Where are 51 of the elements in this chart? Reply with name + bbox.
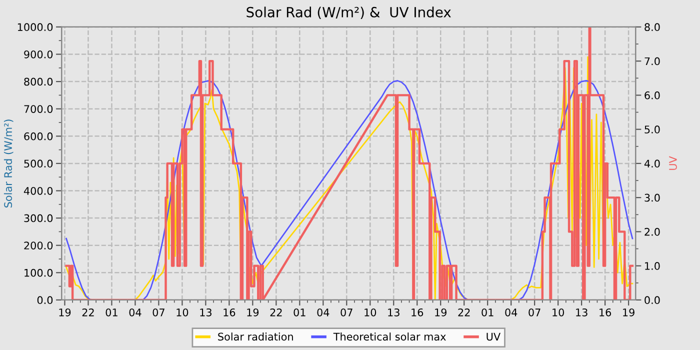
x-tick-label: 16 — [412, 308, 424, 316]
x-tick-label: 01 — [482, 308, 494, 316]
x-tick-label: 07 — [152, 308, 164, 316]
x-tick-label: 22 — [82, 308, 94, 316]
y-tick-label: 100.0 — [24, 268, 53, 277]
y2-tick-label: 0.0 — [644, 296, 660, 304]
y-tick-label: 200.0 — [24, 242, 53, 250]
x-tick-label: 10 — [364, 308, 376, 316]
legend-label: UV — [486, 332, 501, 341]
y2-tick-label: 6.0 — [644, 91, 660, 100]
x-tick-label: 07 — [528, 308, 540, 316]
legend-label: Solar radiation — [218, 332, 293, 341]
x-tick-label: 19 — [59, 308, 71, 316]
x-tick-label: 01 — [106, 308, 118, 316]
x-tick-label: 13 — [388, 308, 400, 316]
y2-tick-label: 1.0 — [645, 262, 660, 270]
x-tick-label: 16 — [224, 308, 236, 316]
x-tick-label: 22 — [270, 308, 282, 316]
y-tick-label: 900.0 — [24, 50, 53, 58]
y2-tick-label: 7.0 — [644, 57, 660, 66]
chart-title: Solar Rad (W/m²) & UV Index — [246, 6, 451, 20]
x-tick-label: 13 — [200, 308, 212, 316]
x-tick-label: 22 — [458, 308, 470, 316]
y-tick-label: 500.0 — [24, 160, 53, 168]
x-tick-label: 19 — [623, 308, 634, 316]
y2-axis-title: UV — [669, 156, 677, 170]
y-tick-label: 300.0 — [24, 214, 53, 222]
x-tick-label: 04 — [505, 308, 518, 316]
y2-tick-label: 3.0 — [644, 194, 660, 202]
legend-label: Theoretical solar max — [333, 332, 446, 341]
y-tick-label: 600.0 — [24, 132, 53, 140]
y-tick-label: 700.0 — [24, 105, 53, 113]
x-tick-label: 19 — [247, 308, 259, 316]
x-tick-label: 01 — [294, 308, 306, 316]
y2-tick-label: 5.0 — [644, 126, 660, 134]
y2-tick-label: 8.0 — [644, 23, 660, 32]
x-tick-label: 10 — [176, 308, 188, 316]
x-tick-label: 04 — [129, 308, 142, 316]
y-tick-label: 400.0 — [24, 186, 53, 195]
y2-tick-label: 4.0 — [644, 160, 660, 168]
x-tick-label: 19 — [435, 308, 447, 316]
y-tick-label: 1000.0 — [18, 23, 53, 32]
y2-tick-label: 2.0 — [644, 228, 660, 236]
x-tick-label: 16 — [600, 308, 612, 316]
y-tick-label: 800.0 — [24, 78, 53, 86]
y-tick-label: 0.0 — [37, 296, 53, 304]
y-axis-title: Solar Rad (W/m²) — [4, 120, 14, 208]
x-tick-label: 10 — [552, 308, 564, 316]
x-tick-label: 04 — [317, 308, 330, 316]
x-tick-label: 07 — [340, 308, 352, 316]
x-tick-label: 13 — [576, 308, 588, 316]
